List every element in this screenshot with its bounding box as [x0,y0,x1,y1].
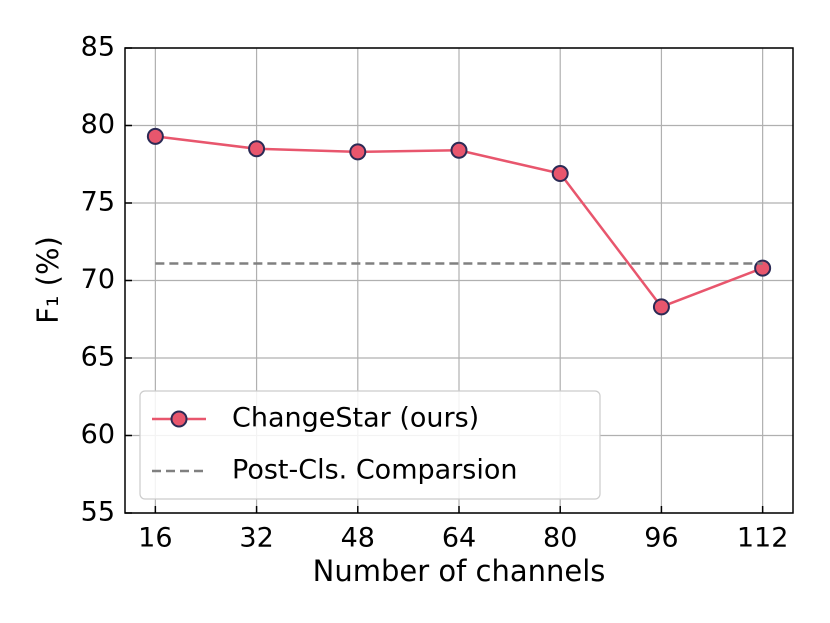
legend-label: ChangeStar (ours) [232,403,479,434]
data-point [450,141,468,159]
y-tick-label: 70 [81,264,115,295]
x-tick-label: 96 [644,523,678,554]
x-tick-label: 16 [138,523,172,554]
x-tick-label: 64 [442,523,476,554]
legend-label: Post-Cls. Comparsion [232,455,517,486]
x-tick-label: 48 [341,523,375,554]
y-tick-label: 85 [81,32,115,63]
data-point [652,298,670,316]
data-point [551,165,569,183]
x-axis-label: Number of channels [313,554,606,588]
y-tick-label: 55 [81,497,115,528]
data-point [248,140,266,158]
x-tick-label: 112 [737,523,789,554]
y-tick-label: 60 [81,419,115,450]
legend: ChangeStar (ours) Post-Cls. Comparsion [139,390,601,500]
y-tick-label: 65 [81,342,115,373]
y-tick-label: 75 [81,187,115,218]
x-tick-label: 32 [239,523,273,554]
legend-box [139,390,601,500]
x-tick-label: 80 [543,523,577,554]
y-axis-label: F₁ (%) [31,236,65,324]
data-point [146,127,164,145]
data-point [349,143,367,161]
y-tick-label: 80 [81,109,115,140]
legend-marker [170,410,188,428]
plot-frame [124,47,794,514]
